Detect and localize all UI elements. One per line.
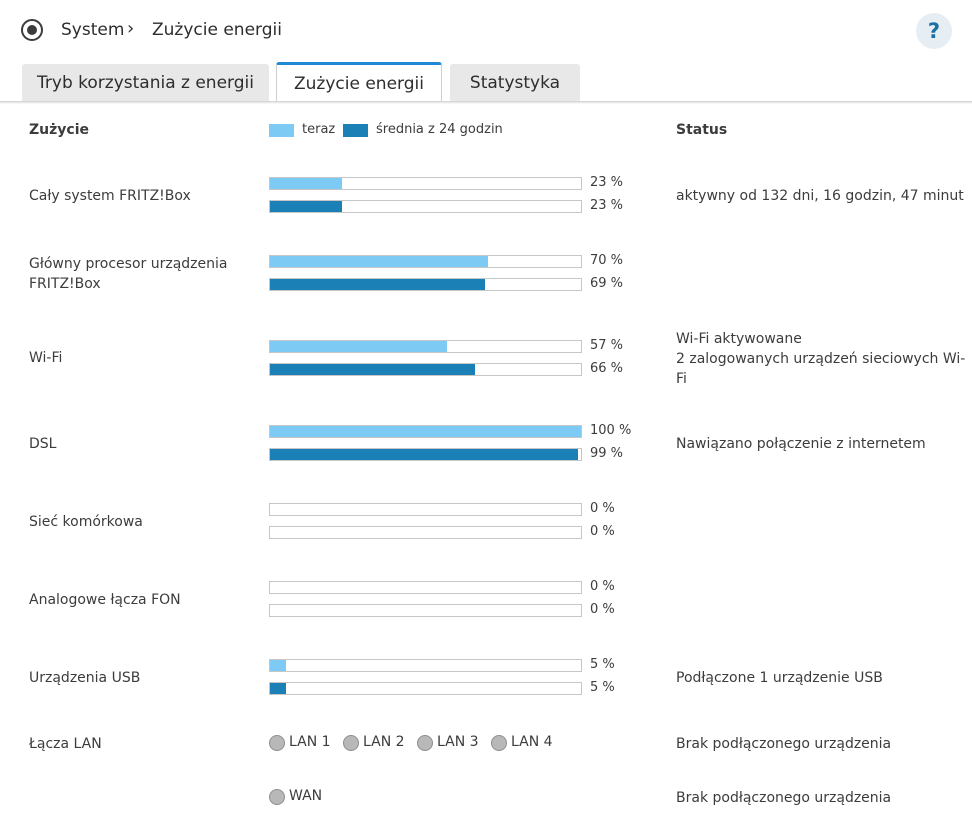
tab-power-mode[interactable]: Tryb korzystania z energii xyxy=(22,64,269,102)
lan-1-led-icon xyxy=(269,735,285,751)
legend-swatch-avg xyxy=(343,124,368,137)
lan-3-label: LAN 3 xyxy=(437,734,479,750)
lan-2-led-icon xyxy=(343,735,359,751)
usage-bar-now xyxy=(269,581,582,594)
usage-bar-fill xyxy=(270,256,488,267)
usage-percent-now: 57 % xyxy=(590,338,624,353)
lan-1-label: LAN 1 xyxy=(289,734,331,750)
status-wifi: Wi-Fi aktywowane 2 zalogowanych urządzeń… xyxy=(676,331,966,387)
breadcrumb-current: Zużycie energii xyxy=(152,20,282,40)
usage-bar-now xyxy=(269,255,582,268)
tab-statistics[interactable]: Statystyka xyxy=(450,64,580,102)
usage-bar-now xyxy=(269,340,582,353)
row-label-lan: Łącza LAN xyxy=(29,736,102,752)
usage-percent-now: 100 % xyxy=(590,423,632,438)
usage-percent-now: 0 % xyxy=(590,579,615,594)
breadcrumb-system[interactable]: System xyxy=(61,20,125,40)
usage-bar-fill xyxy=(270,660,286,671)
usage-bar-now xyxy=(269,659,582,672)
row-label-system: Cały system FRITZ!Box xyxy=(29,188,191,204)
usage-percent-avg: 66 % xyxy=(590,361,624,376)
usage-bar-avg xyxy=(269,526,582,539)
status-lan: Brak podłączonego urządzenia xyxy=(676,736,892,752)
usage-percent-now: 0 % xyxy=(590,501,615,516)
lan-4-led-icon xyxy=(491,735,507,751)
usage-bar-avg xyxy=(269,604,582,617)
usage-percent-avg: 0 % xyxy=(590,602,615,617)
status-system: aktywny od 132 dni, 16 godzin, 47 minut xyxy=(676,188,964,204)
usage-percent-avg: 69 % xyxy=(590,276,624,291)
usage-bar-now xyxy=(269,177,582,190)
usage-bar-avg xyxy=(269,278,582,291)
chevron-right-icon: › xyxy=(127,18,135,39)
legend-label-now: teraz xyxy=(302,122,336,137)
usage-bar-avg xyxy=(269,448,582,461)
usage-percent-now: 70 % xyxy=(590,253,624,268)
status-wan: Brak podłączonego urządzenia xyxy=(676,790,892,806)
legend-swatch-now xyxy=(269,124,294,137)
row-label-mobile: Sieć komórkowa xyxy=(29,514,143,530)
usage-bar-avg xyxy=(269,363,582,376)
usage-percent-avg: 23 % xyxy=(590,198,624,213)
usage-bar-fill xyxy=(270,341,448,352)
usage-bar-fill xyxy=(270,201,342,212)
usage-percent-now: 5 % xyxy=(590,657,615,672)
column-header-status: Status xyxy=(676,122,728,138)
row-label-dsl: DSL xyxy=(29,436,57,452)
help-button[interactable]: ? xyxy=(916,13,952,49)
usage-bar-fill xyxy=(270,364,476,375)
fritz-target-icon xyxy=(21,19,43,41)
wan-led-icon xyxy=(269,789,285,805)
usage-bar-fill xyxy=(270,683,286,694)
usage-bar-avg xyxy=(269,200,582,213)
wan-label: WAN xyxy=(289,788,323,804)
usage-percent-avg: 99 % xyxy=(590,446,624,461)
usage-percent-avg: 5 % xyxy=(590,680,615,695)
usage-bar-now xyxy=(269,503,582,516)
lan-3-led-icon xyxy=(417,735,433,751)
usage-bar-avg xyxy=(269,682,582,695)
usage-percent-now: 23 % xyxy=(590,175,624,190)
column-header-usage: Zużycie xyxy=(29,122,89,138)
lan-4-label: LAN 4 xyxy=(511,734,553,750)
row-label-usb: Urządzenia USB xyxy=(29,670,141,686)
usage-bar-fill xyxy=(270,449,578,460)
tab-divider xyxy=(0,101,972,104)
lan-2-label: LAN 2 xyxy=(363,734,405,750)
usage-bar-fill xyxy=(270,178,342,189)
usage-bar-fill xyxy=(270,426,581,437)
status-dsl: Nawiązano połączenie z internetem xyxy=(676,436,926,452)
tab-bar: Tryb korzystania z energii Zużycie energ… xyxy=(0,62,972,104)
status-usb: Podłączone 1 urządzenie USB xyxy=(676,670,883,686)
row-label-fon: Analogowe łącza FON xyxy=(29,592,181,608)
usage-percent-avg: 0 % xyxy=(590,524,615,539)
row-label-cpu: Główny procesor urządzenia FRITZ!Box xyxy=(29,256,228,292)
usage-bar-fill xyxy=(270,279,485,290)
header-bar: System › Zużycie energii ? xyxy=(0,0,972,60)
legend-label-avg: średnia z 24 godzin xyxy=(376,122,503,137)
row-label-wifi: Wi-Fi xyxy=(29,350,63,366)
usage-bar-now xyxy=(269,425,582,438)
tab-energy-usage[interactable]: Zużycie energii xyxy=(276,62,442,103)
